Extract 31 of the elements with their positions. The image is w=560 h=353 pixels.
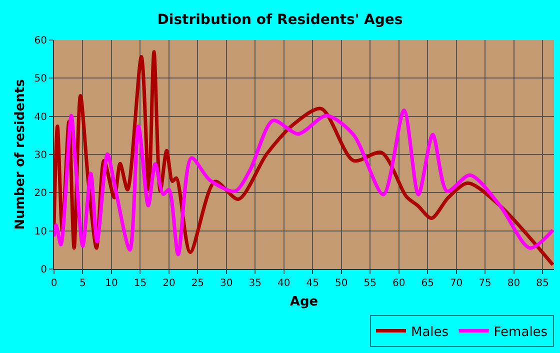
legend-label: Females bbox=[494, 324, 548, 340]
x-axis-title: Age bbox=[290, 294, 318, 310]
x-tick-label: 40 bbox=[278, 278, 290, 289]
x-tick-label: 70 bbox=[450, 278, 463, 289]
x-tick-label: 85 bbox=[536, 278, 549, 289]
x-tick-label: 0 bbox=[50, 278, 58, 289]
y-tick-label: 0 bbox=[40, 264, 47, 276]
line-series bbox=[54, 108, 554, 256]
x-tick-label: 65 bbox=[421, 278, 434, 289]
x-tick-label: 60 bbox=[392, 278, 406, 289]
y-tick-label: 10 bbox=[34, 226, 47, 238]
x-tick-label: 35 bbox=[248, 278, 262, 289]
x-tick-label: 80 bbox=[507, 278, 520, 289]
x-tick-label: 50 bbox=[334, 278, 348, 289]
y-axis-title: Number of residents bbox=[13, 78, 28, 230]
x-tick-label: 20 bbox=[162, 278, 176, 289]
chart-title: Distribution of Residents' Ages bbox=[157, 12, 403, 28]
x-tick-label: 75 bbox=[478, 278, 492, 289]
legend-label: Males bbox=[411, 324, 449, 340]
y-tick-label: 60 bbox=[34, 36, 47, 46]
y-tick-label: 50 bbox=[34, 74, 47, 85]
x-tick-label: 45 bbox=[306, 278, 319, 289]
x-tick-label: 30 bbox=[220, 278, 233, 289]
y-tick-label: 40 bbox=[34, 112, 47, 123]
x-tick-label: 55 bbox=[364, 278, 376, 289]
y-tick-label: 30 bbox=[34, 150, 47, 161]
x-tick-label: 15 bbox=[134, 278, 147, 289]
x-tick-label: 25 bbox=[191, 278, 204, 289]
y-tick-label: 20 bbox=[34, 188, 47, 200]
x-tick-label: 5 bbox=[80, 278, 86, 289]
x-tick-label: 10 bbox=[105, 278, 118, 289]
